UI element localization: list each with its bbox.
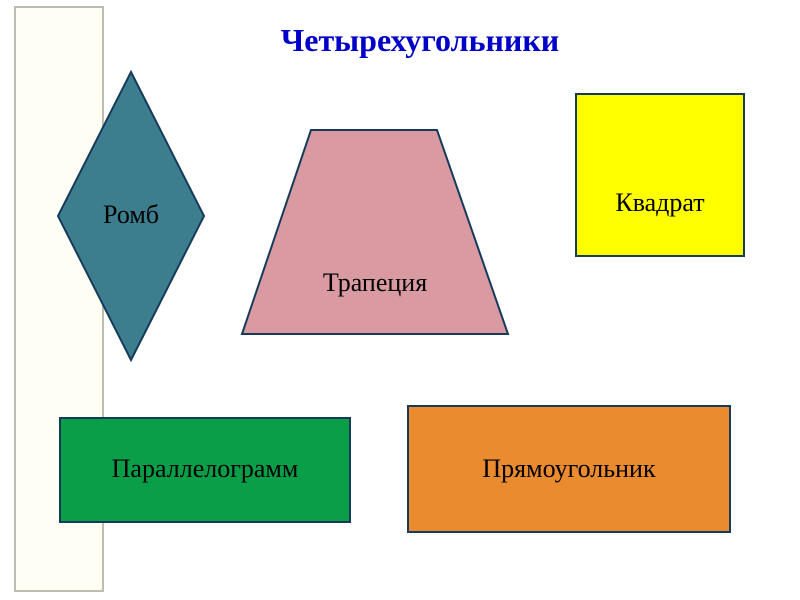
diagram-stage: Четырехугольники Ромб Трапеция Квадрат П… [0, 0, 800, 600]
shapes-svg [0, 0, 800, 600]
page-title: Четырехугольники [230, 22, 610, 59]
square-shape [576, 94, 744, 256]
rectangle-shape [408, 406, 730, 532]
parallelogram-shape [60, 418, 350, 522]
trapezoid-shape [242, 130, 508, 334]
rhombus-shape [58, 72, 204, 360]
